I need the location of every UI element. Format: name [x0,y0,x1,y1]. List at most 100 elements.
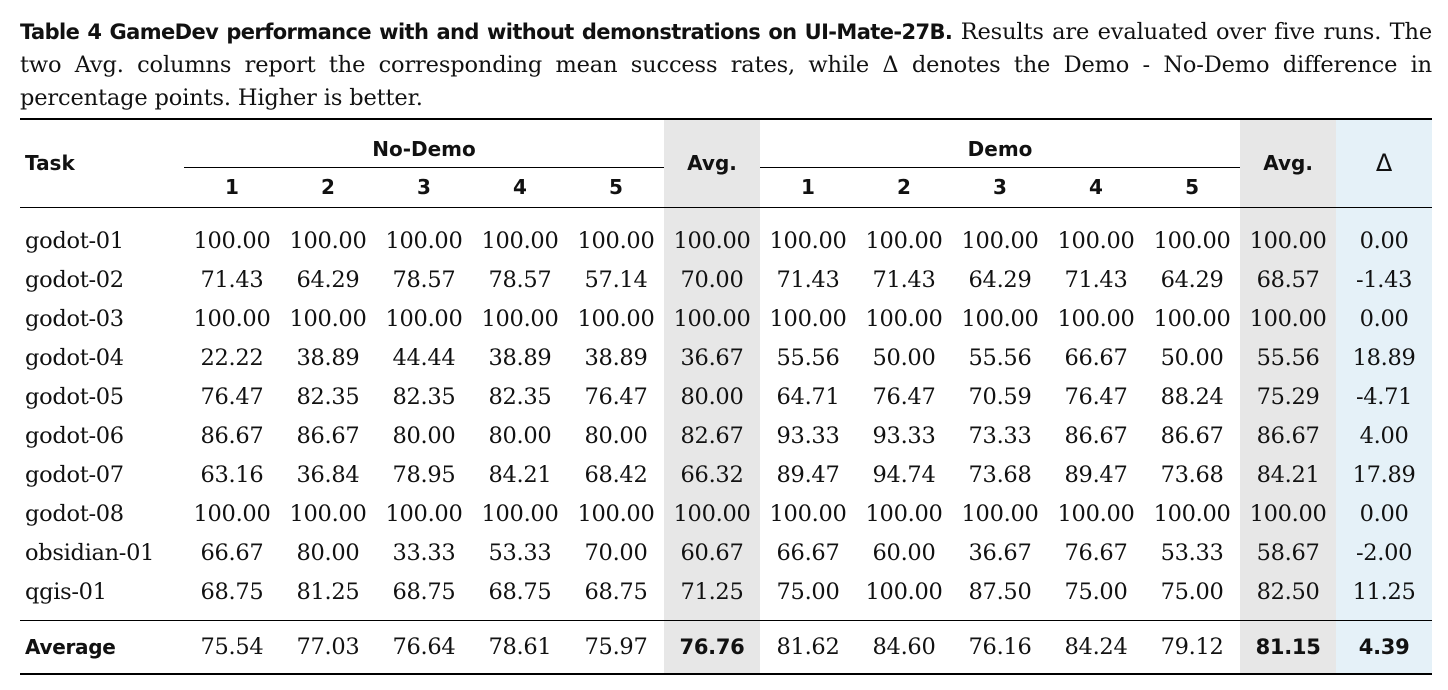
nodemo-run-2: 38.89 [296,345,360,371]
nodemo-run-5: 100.00 [577,306,655,332]
nodemo-run-2: 64.29 [296,267,360,293]
run-header-demo-3: 3 [993,175,1007,199]
task-name: godot-07 [25,462,124,488]
table-row: godot-05 76.47 82.35 82.35 82.35 76.47 80.00 64… [20,377,1433,417]
task-name: obsidian-01 [25,540,155,566]
run-header-nodemo-4: 4 [513,175,527,199]
demo-run-4: 71.43 [1064,267,1128,293]
delta-value: 0.00 [1336,299,1433,339]
nodemo-run-3: 100.00 [385,501,463,527]
nodemo-run-5: 57.14 [584,267,648,293]
task-name: godot-02 [25,267,124,293]
nodemo-run-3: 44.44 [392,345,456,371]
nodemo-run-1: 63.16 [200,462,264,488]
nodemo-run-5: 100.00 [577,228,655,254]
task-name: godot-06 [25,423,124,449]
demo-avg: 58.67 [1240,533,1337,573]
demo-run-2: 100.00 [865,501,943,527]
demo-run-1: 89.47 [776,462,840,488]
nodemo-run-2: 82.35 [296,384,360,410]
nodemo-run-4: 80.00 [488,423,552,449]
demo-run-1: 55.56 [776,345,840,371]
avg-header-nodemo: Avg. [664,118,761,207]
demo-run-5: 64.29 [1160,267,1224,293]
demo-run-4: 66.67 [1064,345,1128,371]
demo-run-1: 71.43 [776,267,840,293]
table-footer: Average 75.54 77.03 76.64 78.61 75.97 76… [20,611,1433,674]
demo-run-4: 100.00 [1057,501,1135,527]
delta-header: Δ [1336,118,1433,207]
nodemo-run-4: 82.35 [488,384,552,410]
table-caption: Table 4 GameDev performance with and wit… [20,16,1432,115]
demo-run-2: 76.47 [872,384,936,410]
delta-value: -1.43 [1336,260,1433,300]
run-header-demo-2: 2 [897,175,911,199]
table-header: Task No-Demo Avg. Demo Avg. Δ 1 2 3 4 5 … [20,118,1433,222]
demo-avg: 86.67 [1240,416,1337,456]
results-table-wrap: Task No-Demo Avg. Demo Avg. Δ 1 2 3 4 5 … [20,118,1433,675]
demo-avg: 100.00 [1240,494,1337,534]
task-name: godot-05 [25,384,124,410]
demo-run-4: 76.67 [1064,540,1128,566]
caption-lead: Table 4 GameDev performance with and wit… [20,20,953,44]
demo-run-1: 75.00 [776,579,840,605]
nodemo-run-3: 100.00 [385,306,463,332]
delta-value: 18.89 [1336,338,1433,378]
average-demo-4: 84.24 [1048,619,1145,674]
demo-run-4: 75.00 [1064,579,1128,605]
demo-avg: 75.29 [1240,377,1337,417]
demo-run-4: 89.47 [1064,462,1128,488]
nodemo-run-5: 68.42 [584,462,648,488]
run-header-demo-5: 5 [1185,175,1199,199]
table-body: godot-01 100.00 100.00 100.00 100.00 100.00 10… [20,221,1433,612]
nodemo-run-3: 82.35 [392,384,456,410]
average-nodemo-1: 75.54 [184,619,280,674]
demo-run-5: 53.33 [1160,540,1224,566]
nodemo-run-5: 80.00 [584,423,648,449]
nodemo-run-2: 86.67 [296,423,360,449]
demo-run-2: 100.00 [865,228,943,254]
task-name: godot-01 [25,228,124,254]
nodemo-avg: 100.00 [664,299,761,339]
average-delta: 4.39 [1336,619,1433,674]
table-row: godot-02 71.43 64.29 78.57 78.57 57.14 70.00 71… [20,260,1433,300]
avg-header-demo: Avg. [1240,118,1337,207]
nodemo-run-2: 100.00 [289,501,367,527]
nodemo-run-2: 81.25 [296,579,360,605]
nodemo-avg: 60.67 [664,533,761,573]
demo-run-2: 93.33 [872,423,936,449]
task-header: Task [20,118,184,207]
demo-run-1: 66.67 [776,540,840,566]
demo-run-2: 71.43 [872,267,936,293]
nodemo-run-2: 100.00 [289,228,367,254]
nodemo-run-4: 84.21 [488,462,552,488]
demo-run-5: 100.00 [1153,501,1231,527]
caption-text: Results are evaluated over five runs. Th… [20,19,1432,111]
nodemo-run-3: 100.00 [385,228,463,254]
average-demo-avg: 81.15 [1240,619,1337,674]
average-nodemo-4: 78.61 [472,619,568,674]
average-nodemo-3: 76.64 [376,619,472,674]
demo-run-1: 64.71 [776,384,840,410]
nodemo-run-1: 76.47 [200,384,264,410]
delta-value: 0.00 [1336,221,1433,261]
demo-run-3: 73.33 [968,423,1032,449]
delta-value: 4.00 [1336,416,1433,456]
nodemo-avg: 82.67 [664,416,761,456]
average-demo-2: 84.60 [856,619,953,674]
demo-run-3: 100.00 [961,501,1039,527]
group-header-demo: Demo [760,118,1241,168]
task-name: godot-08 [25,501,124,527]
table-row: godot-08 100.00 100.00 100.00 100.00 100.00 10… [20,494,1433,534]
run-header-nodemo-5: 5 [609,175,623,199]
demo-run-3: 36.67 [968,540,1032,566]
demo-run-5: 75.00 [1160,579,1224,605]
table-row: godot-06 86.67 86.67 80.00 80.00 80.00 82.67 93… [20,416,1433,456]
table-row: godot-04 22.22 38.89 44.44 38.89 38.89 36.67 55… [20,338,1433,378]
nodemo-run-3: 78.95 [392,462,456,488]
results-table: Task No-Demo Avg. Demo Avg. Δ 1 2 3 4 5 … [20,118,1433,675]
nodemo-run-2: 100.00 [289,306,367,332]
demo-run-5: 73.68 [1160,462,1224,488]
table-row: godot-07 63.16 36.84 78.95 84.21 68.42 66.32 89… [20,455,1433,495]
average-demo-3: 76.16 [952,619,1049,674]
